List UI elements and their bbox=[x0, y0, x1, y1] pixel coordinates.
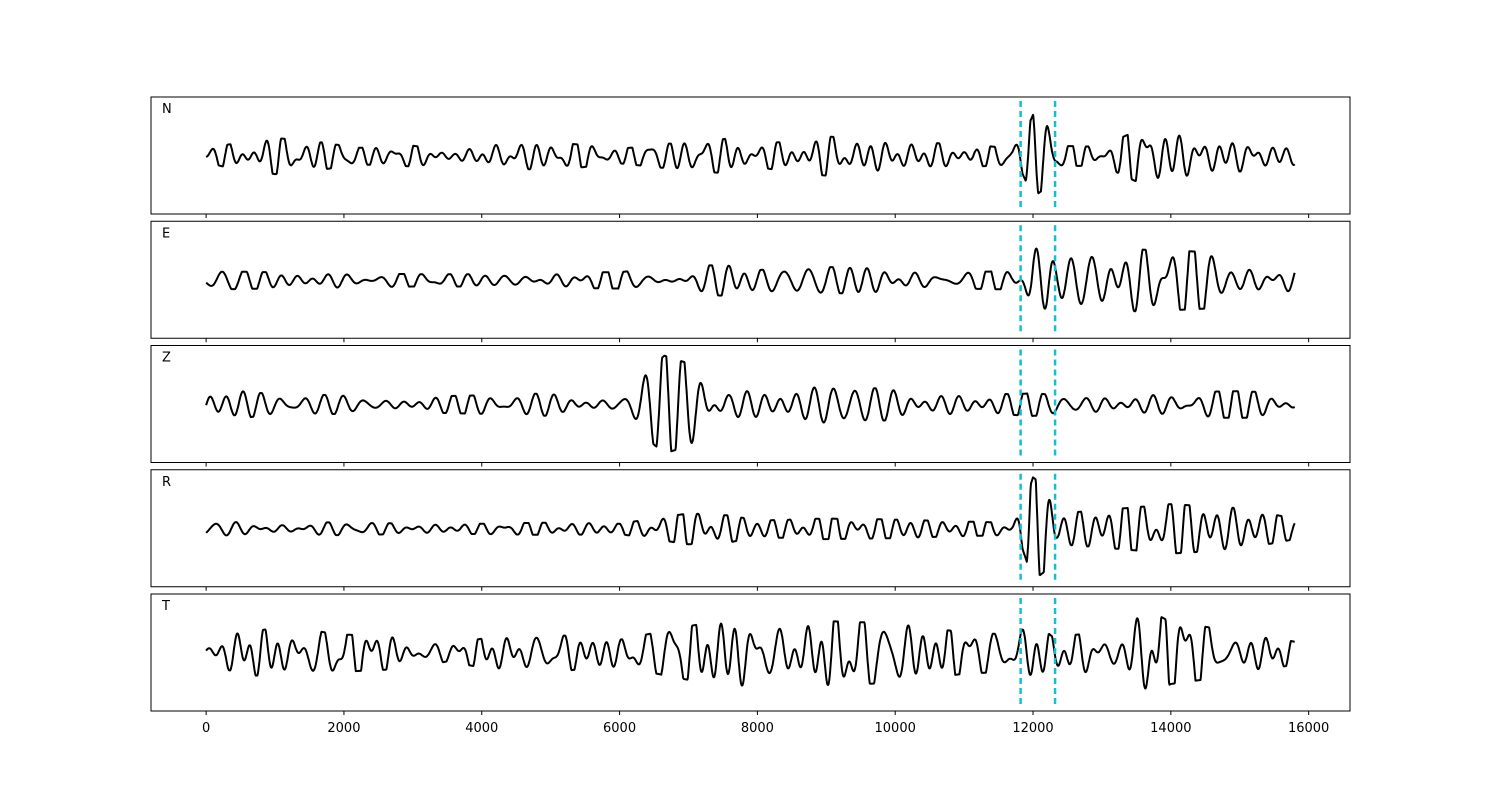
panel-label: Z bbox=[162, 351, 171, 366]
waveform-t bbox=[205, 616, 1296, 690]
x-tick-label: 4000 bbox=[465, 721, 498, 736]
panel-frame bbox=[150, 345, 1351, 463]
x-tick-label: 2000 bbox=[327, 721, 360, 736]
panel-label: N bbox=[162, 102, 172, 117]
waveform-n bbox=[205, 113, 1296, 195]
x-tick-label: 16000 bbox=[1288, 721, 1329, 736]
x-axis: 0 2000 4000 6000 8000 10000 12000 14000 16000 bbox=[202, 721, 1329, 736]
panel-frame bbox=[150, 220, 1351, 339]
x-tick-label: 10000 bbox=[875, 721, 916, 736]
x-tick-label: 0 bbox=[202, 721, 210, 736]
waveform-e bbox=[205, 247, 1296, 313]
panel-frame bbox=[150, 96, 1351, 215]
panel-e: E bbox=[150, 220, 1351, 343]
panel-z: Z bbox=[150, 345, 1351, 467]
x-tick-label: 8000 bbox=[741, 721, 774, 736]
x-tick-label: 14000 bbox=[1150, 721, 1191, 736]
panel-frame bbox=[150, 469, 1351, 588]
waveform-r bbox=[205, 476, 1296, 577]
x-tick-label: 12000 bbox=[1012, 721, 1053, 736]
waveform-z bbox=[205, 354, 1296, 453]
panel-frame bbox=[150, 593, 1351, 712]
x-tick-label: 6000 bbox=[603, 721, 636, 736]
panel-t: T bbox=[150, 593, 1351, 715]
panel-n: N bbox=[150, 96, 1351, 218]
panel-label: R bbox=[162, 475, 171, 490]
panel-r: R bbox=[150, 469, 1351, 591]
panel-label: T bbox=[161, 599, 170, 614]
panels-group: N E Z R T bbox=[150, 96, 1351, 715]
panel-label: E bbox=[162, 226, 170, 241]
